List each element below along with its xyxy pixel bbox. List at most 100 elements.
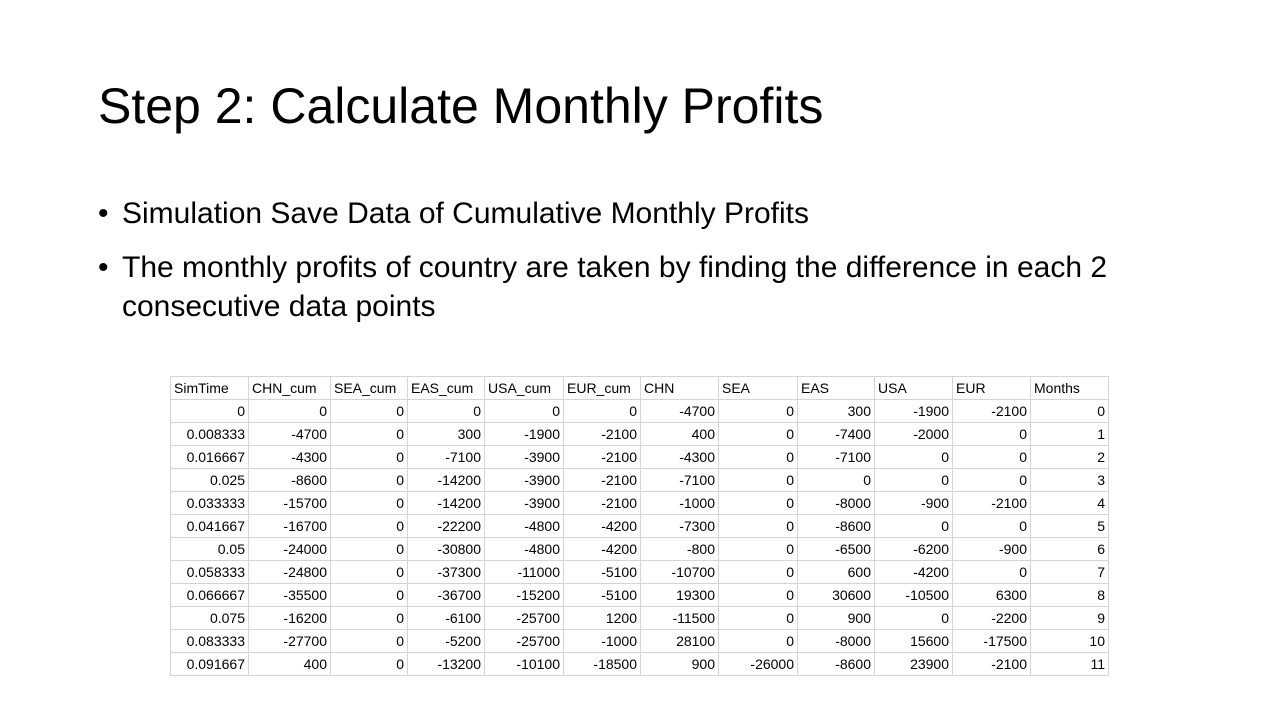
table-cell: 0 [718,491,798,515]
column-header: SEA [718,376,798,400]
column-header: CHN [640,376,719,400]
table-cell: -37300 [407,560,485,584]
table-cell: 400 [248,652,331,676]
table-cell: 0 [330,399,408,423]
table-cell: 0 [330,583,408,607]
bullet-icon: • [98,197,109,230]
table-cell: 28100 [640,629,719,653]
table-cell: -2100 [952,399,1031,423]
table-cell: 0 [330,422,408,446]
table-row: 0.025 -8600 0 -14200 -3900 -2100 -7100 0 0 0 0 3 [170,468,1109,492]
slide-title: Step 2: Calculate Monthly Profits [98,78,824,134]
table-cell: 9 [1030,606,1109,630]
table-cell: 0 [563,399,641,423]
table-cell: 0 [718,560,798,584]
table-cell: 0.083333 [170,629,249,653]
table-cell: -3900 [484,468,564,492]
table-cell: -15700 [248,491,331,515]
table-cell: 0 [952,560,1031,584]
table-cell: -2100 [563,468,641,492]
table-cell: 0 [407,399,485,423]
table-cell: -1900 [484,422,564,446]
table-cell: -2100 [563,445,641,469]
table-cell: 0 [170,399,249,423]
table-cell: 0 [330,514,408,538]
table-cell: 8 [1030,583,1109,607]
column-header: SEA_cum [330,376,408,400]
column-header: USA [874,376,953,400]
table-cell: -6100 [407,606,485,630]
table-cell: -5100 [563,583,641,607]
table-cell: -4300 [248,445,331,469]
table-cell: 0 [718,537,798,561]
table-cell: -2100 [952,491,1031,515]
table-cell: -3900 [484,445,564,469]
table-cell: -5200 [407,629,485,653]
table-cell: 600 [797,560,875,584]
table-cell: -10500 [874,583,953,607]
column-header: EAS [797,376,875,400]
table-body: 0 0 0 0 0 0 -4700 0 300 -1900 -2100 0 0.008333 -4700 0… [170,399,1109,676]
table-cell: 23900 [874,652,953,676]
table-cell: -1000 [640,491,719,515]
bullet-icon: • [98,251,109,284]
table-cell: 0 [718,399,798,423]
table-cell: 0 [718,468,798,492]
bullet-text: Simulation Save Data of Cumulative Month… [122,197,809,230]
table-cell: -35500 [248,583,331,607]
table-cell: 0 [248,399,331,423]
column-header: Months [1030,376,1109,400]
table-cell: -30800 [407,537,485,561]
table-cell: 0 [718,514,798,538]
table-cell: -4800 [484,514,564,538]
table-cell: 0 [718,422,798,446]
table-cell: -1000 [563,629,641,653]
bullet-item: • The monthly profits of country are tak… [98,248,1178,326]
table-cell: 7 [1030,560,1109,584]
table-cell: 0 [718,583,798,607]
table-cell: -10100 [484,652,564,676]
table-cell: -8600 [797,652,875,676]
table-cell: -8600 [797,514,875,538]
table-cell: 0.016667 [170,445,249,469]
table-cell: 900 [640,652,719,676]
table-cell: -2100 [952,652,1031,676]
table-cell: 0.025 [170,468,249,492]
table-cell: 0.091667 [170,652,249,676]
table-cell: 5 [1030,514,1109,538]
table-cell: -4200 [874,560,953,584]
table-cell: -900 [874,491,953,515]
table-cell: -27700 [248,629,331,653]
column-header: EUR_cum [563,376,641,400]
table-cell: -800 [640,537,719,561]
table-cell: 0.066667 [170,583,249,607]
table-cell: -15200 [484,583,564,607]
table-cell: 6 [1030,537,1109,561]
bullet-list: • Simulation Save Data of Cumulative Mon… [98,194,1178,341]
table-cell: 0.033333 [170,491,249,515]
table-row: 0.041667 -16700 0 -22200 -4800 -4200 -7300 0 -86… [170,514,1109,538]
table-cell: -7400 [797,422,875,446]
table-cell: 0 [952,422,1031,446]
table-cell: -10700 [640,560,719,584]
table-row: 0 0 0 0 0 0 -4700 0 300 -1900 -2100 0 [170,399,1109,423]
table-cell: 0 [330,491,408,515]
table-cell: 0.041667 [170,514,249,538]
table-cell: -7100 [640,468,719,492]
table-cell: -24000 [248,537,331,561]
table-cell: 0 [330,652,408,676]
table-cell: 0 [330,468,408,492]
table-row: 0.066667 -35500 0 -36700 -15200 -5100 19300 0 30… [170,583,1109,607]
table-cell: -6500 [797,537,875,561]
table-cell: -22200 [407,514,485,538]
table-cell: 15600 [874,629,953,653]
table-cell: -18500 [563,652,641,676]
table-cell: 11 [1030,652,1109,676]
table-row: 0.008333 -4700 0 300 -1900 -2100 400 0 -7400 -200… [170,422,1109,446]
table-cell: -900 [952,537,1031,561]
column-header: EAS_cum [407,376,485,400]
table-cell: -6200 [874,537,953,561]
table-cell: -4700 [248,422,331,446]
table-cell: 2 [1030,445,1109,469]
table-header-row: SimTime CHN_cum SEA_cum EAS_cum USA_cum … [170,376,1109,400]
